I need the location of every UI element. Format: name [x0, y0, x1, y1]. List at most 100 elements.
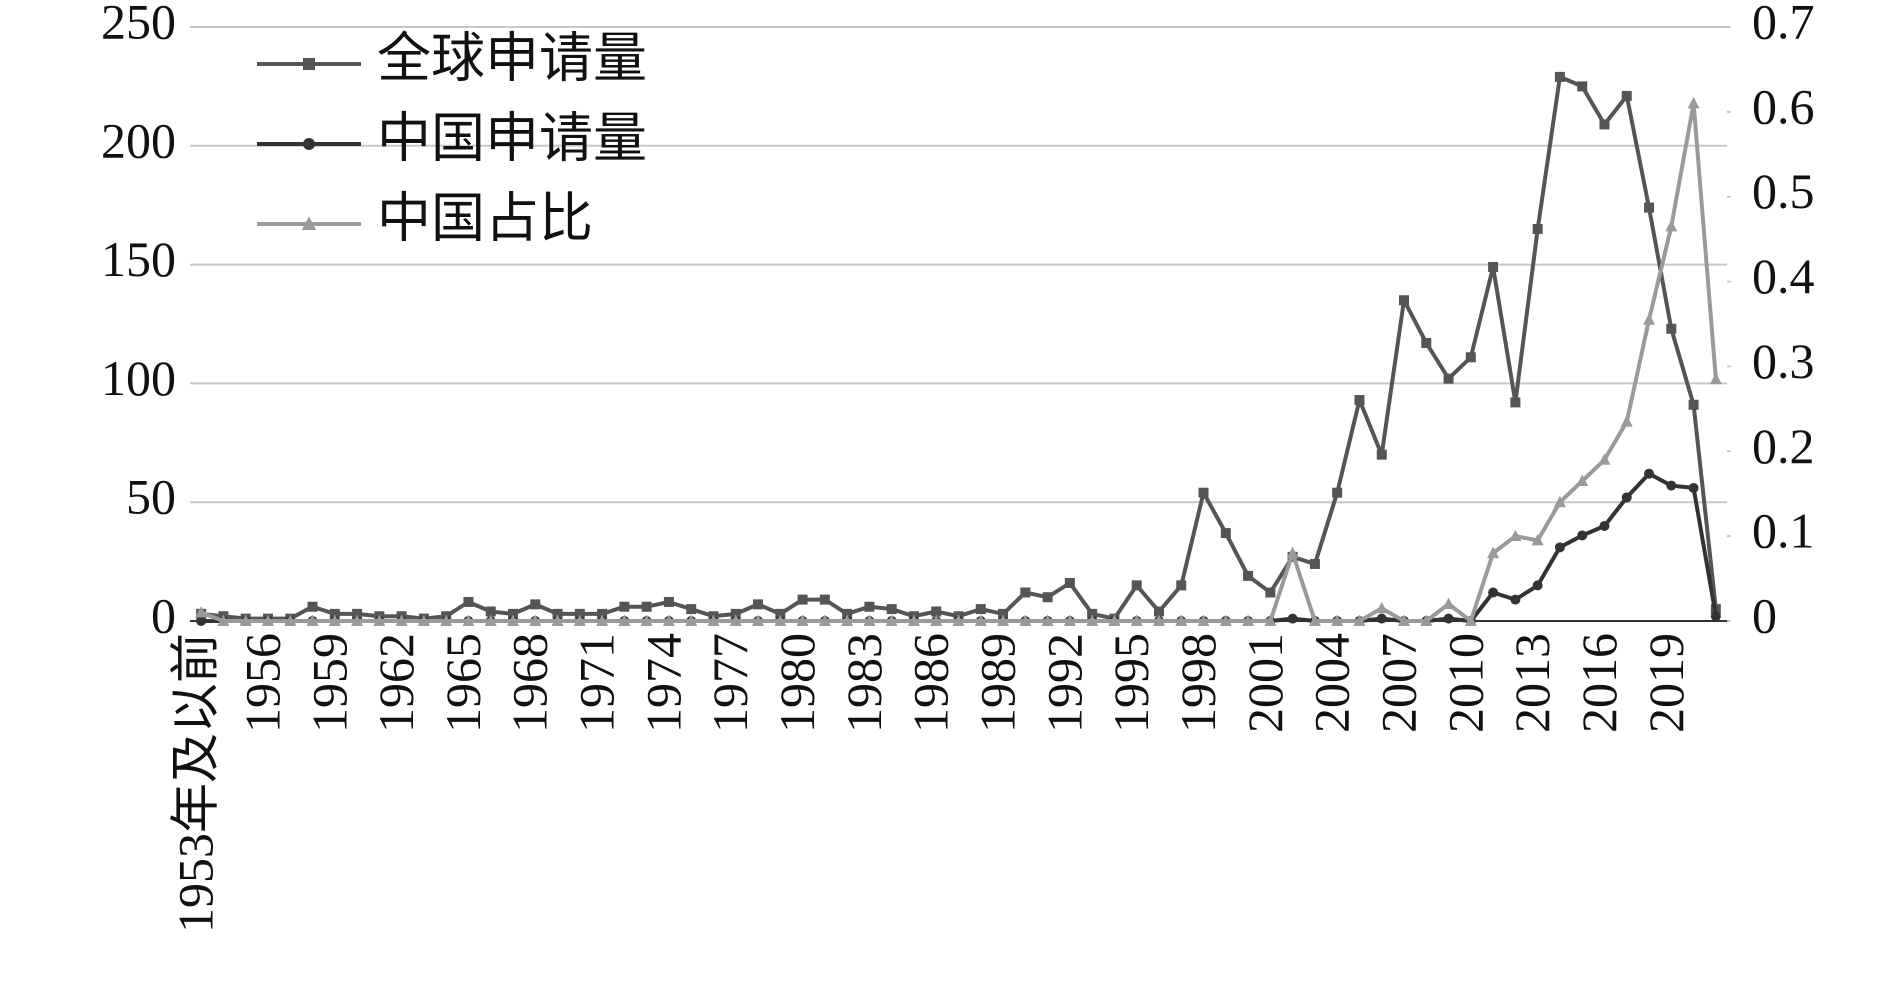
- data-point: [1332, 487, 1343, 498]
- data-point: [1443, 373, 1454, 384]
- data-point: [1308, 614, 1321, 626]
- x-tick-label: 1953年及以前: [168, 633, 224, 933]
- legend-marker: [301, 216, 317, 230]
- data-point: [864, 601, 875, 612]
- x-tick-label: 1989: [970, 633, 1026, 733]
- data-point: [863, 614, 876, 626]
- data-point: [1041, 614, 1054, 626]
- x-tick-label: 1995: [1103, 633, 1159, 733]
- data-point: [1086, 614, 1099, 626]
- data-point: [998, 608, 1009, 619]
- data-point: [506, 614, 519, 626]
- data-point: [952, 614, 965, 626]
- data-point: [1042, 592, 1053, 603]
- data-point: [573, 614, 586, 626]
- data-point: [1175, 614, 1188, 626]
- data-point: [1399, 295, 1410, 306]
- x-tick-label: 1968: [502, 633, 558, 733]
- legend-label: 全球申请量: [377, 28, 647, 88]
- data-point: [574, 608, 585, 619]
- data-point: [1020, 587, 1031, 598]
- data-point: [1554, 71, 1565, 82]
- data-point: [1666, 480, 1677, 491]
- data-point: [886, 604, 897, 615]
- data-point: [997, 614, 1010, 626]
- series-line: [200, 101, 1718, 623]
- data-point: [775, 608, 786, 619]
- data-point: [261, 614, 274, 626]
- data-point: [1198, 487, 1209, 498]
- data-point: [529, 614, 542, 626]
- y2-tick-label: 0.4: [1752, 248, 1815, 304]
- x-tick-label: 1986: [903, 633, 959, 733]
- data-point: [752, 614, 765, 626]
- x-tick-label: 1992: [1036, 633, 1092, 733]
- data-point: [842, 608, 853, 619]
- data-point: [931, 606, 942, 617]
- legend-label: 中国申请量: [377, 108, 647, 168]
- x-tick-label: 1977: [702, 633, 758, 733]
- data-point: [1599, 520, 1610, 531]
- data-point: [619, 601, 630, 612]
- data-point: [797, 594, 808, 605]
- data-point: [1019, 614, 1032, 626]
- data-point: [596, 614, 609, 626]
- data-point: [1710, 611, 1721, 622]
- data-point: [306, 614, 319, 626]
- data-point: [1621, 492, 1632, 503]
- data-point: [530, 599, 541, 610]
- data-point: [328, 614, 341, 626]
- data-point: [1465, 352, 1476, 363]
- data-point: [1176, 580, 1187, 591]
- data-point: [1153, 606, 1164, 617]
- data-point: [819, 594, 830, 605]
- data-point: [395, 614, 408, 626]
- y2-tick-label: 0.5: [1752, 163, 1815, 219]
- data-point: [1331, 614, 1344, 626]
- data-point: [1621, 90, 1632, 101]
- data-point: [1510, 397, 1521, 408]
- x-tick-label: 1962: [368, 633, 424, 733]
- data-point: [1620, 415, 1633, 427]
- data-point: [1376, 449, 1387, 460]
- data-point: [1220, 528, 1231, 539]
- x-tick-label: 2019: [1638, 633, 1694, 733]
- legend-marker: [303, 58, 315, 70]
- data-point: [1353, 614, 1366, 626]
- data-point: [796, 614, 809, 626]
- y-tick-label: 50: [126, 469, 176, 525]
- y-tick-label: 100: [101, 350, 176, 406]
- data-point: [1131, 580, 1142, 591]
- data-point: [463, 596, 474, 607]
- data-point: [686, 604, 697, 615]
- data-point: [975, 604, 986, 615]
- data-point: [1687, 96, 1700, 109]
- data-point: [196, 616, 207, 626]
- data-point: [662, 614, 675, 626]
- y-tick-label: 150: [101, 231, 176, 287]
- data-point: [774, 614, 787, 626]
- data-point: [1421, 338, 1432, 349]
- data-point: [1576, 474, 1589, 486]
- legend-label: 中国占比: [377, 188, 593, 248]
- data-point: [730, 608, 741, 619]
- data-point: [1309, 558, 1320, 569]
- y2-tick-label: 0.7: [1752, 0, 1815, 49]
- x-tick-label: 1971: [569, 633, 625, 733]
- x-tick-label: 1980: [769, 633, 825, 733]
- data-point: [485, 606, 496, 617]
- y-tick-label: 0: [151, 587, 176, 643]
- x-tick-label: 1959: [301, 633, 357, 733]
- data-point: [352, 608, 363, 619]
- data-point: [1553, 495, 1566, 508]
- data-point: [930, 614, 943, 626]
- data-point: [507, 608, 518, 619]
- data-point: [1599, 119, 1610, 130]
- data-point: [1087, 608, 1098, 619]
- data-point: [1709, 372, 1722, 385]
- data-point: [1643, 313, 1656, 325]
- data-point: [1197, 614, 1210, 626]
- data-point: [707, 614, 720, 626]
- data-point: [551, 614, 564, 626]
- data-point: [1554, 542, 1565, 553]
